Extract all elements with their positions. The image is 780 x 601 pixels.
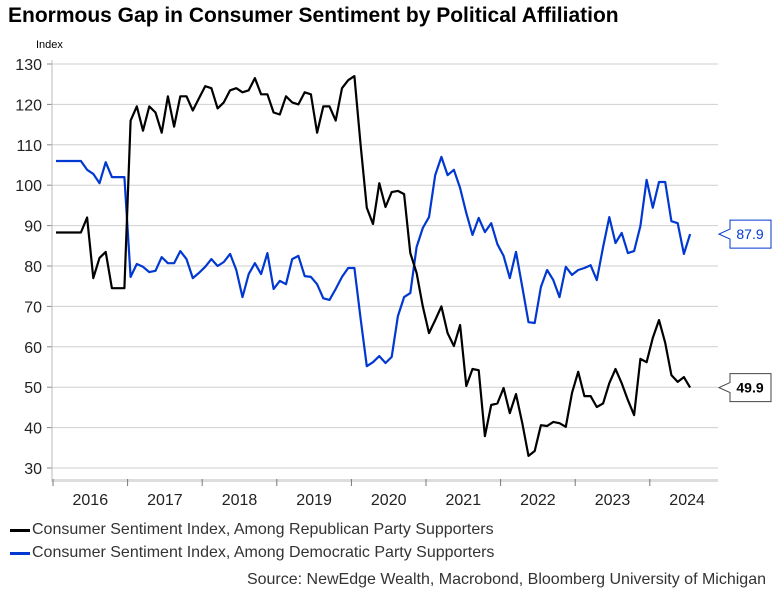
legend-item-democratic: Consumer Sentiment Index, Among Democrat… — [10, 544, 494, 562]
x-tick-label: 2024 — [669, 492, 705, 509]
y-axis-label: Index — [36, 39, 63, 51]
y-tick-label: 50 — [24, 380, 42, 397]
y-tick-label: 40 — [24, 421, 42, 438]
y-tick-label: 120 — [15, 97, 42, 114]
legend-item-republican: Consumer Sentiment Index, Among Republic… — [10, 521, 494, 539]
y-tick-label: 100 — [15, 178, 42, 195]
y-tick-label: 30 — [24, 461, 42, 478]
last-value-text: 87.9 — [736, 226, 763, 242]
label-callout-box — [717, 373, 772, 403]
legend-swatch-blue — [10, 551, 30, 555]
democratic-series-line — [56, 155, 692, 368]
y-tick-label: 110 — [16, 138, 42, 155]
x-tick-label: 2019 — [296, 492, 332, 509]
republican-series-line — [56, 74, 692, 457]
x-tick-label: 2023 — [595, 492, 631, 509]
x-axis: 2016 2017 2018 2019 2020 2021 2022 2023 2024 — [52, 479, 718, 509]
x-tick-label: 2017 — [147, 492, 183, 509]
last-value-labels: 87.9 49.9 — [717, 219, 772, 403]
x-tick-label: 2020 — [371, 492, 407, 509]
label-callout-box — [717, 219, 772, 249]
y-axis-ticks: 30 40 50 60 70 80 90 100 110 120 130 — [15, 57, 53, 482]
y-tick-label: 80 — [24, 259, 42, 276]
x-axis-line — [52, 479, 718, 482]
y-tick-label: 90 — [24, 219, 42, 236]
x-tick-label: 2022 — [520, 492, 556, 509]
x-tick-label: 2021 — [446, 492, 482, 509]
x-tick-label: 2016 — [73, 492, 109, 509]
legend-label: Consumer Sentiment Index, Among Republic… — [32, 521, 494, 538]
legend-swatch-black — [10, 528, 30, 532]
y-tick-label: 70 — [24, 299, 42, 316]
democratic-last-value-label: 87.9 — [717, 219, 772, 249]
source-note: Source: NewEdge Wealth, Macrobond, Bloom… — [246, 571, 766, 588]
y-tick-label: 60 — [24, 340, 42, 357]
x-tick-label: 2018 — [222, 492, 258, 509]
y-tick-label: 130 — [15, 57, 42, 74]
chart-title: Enormous Gap in Consumer Sentiment by Po… — [8, 4, 619, 27]
republican-last-value-label: 49.9 — [717, 373, 772, 403]
legend-label: Consumer Sentiment Index, Among Democrat… — [32, 544, 495, 561]
last-value-text: 49.9 — [736, 380, 763, 396]
gridlines — [52, 63, 718, 469]
series-lines — [56, 74, 692, 457]
